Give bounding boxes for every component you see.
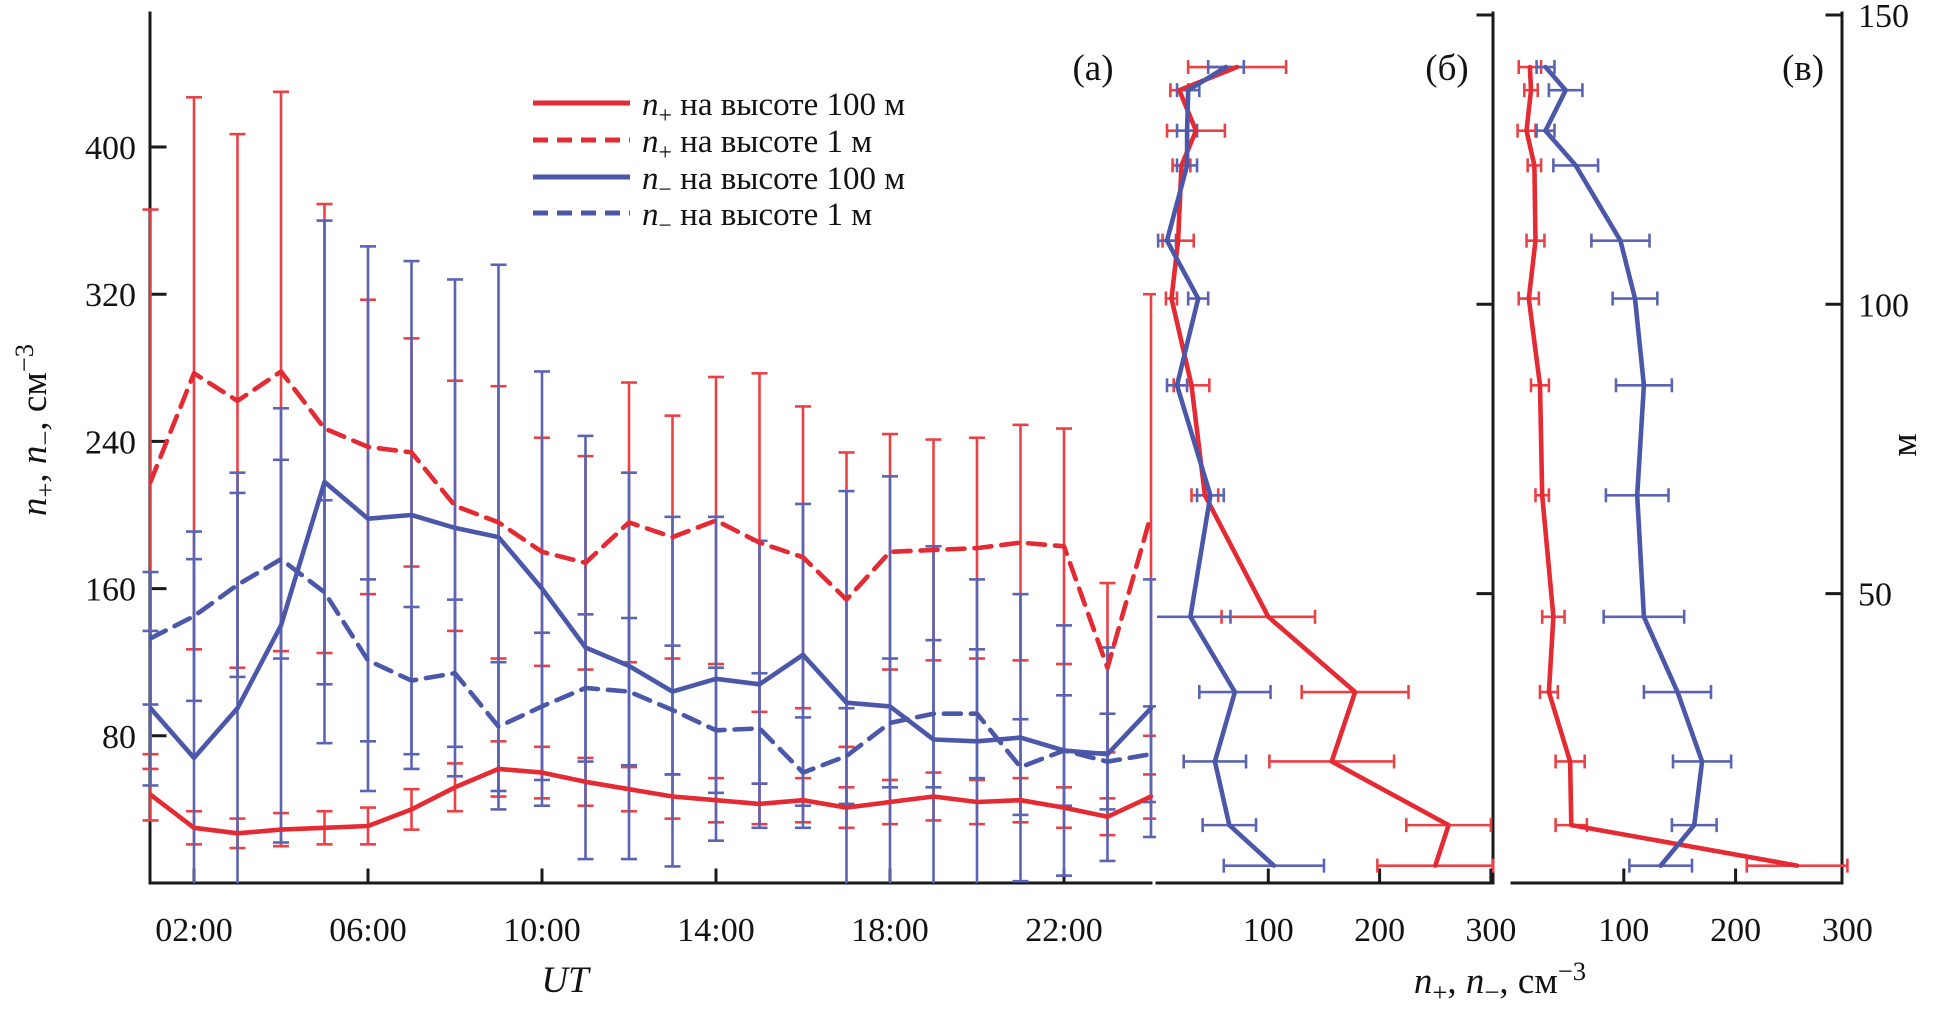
legend-label-n-minus-1m: n− на высоте 1 м xyxy=(642,197,872,239)
svg-text:160: 160 xyxy=(85,572,136,609)
svg-text:22:00: 22:00 xyxy=(1025,912,1102,949)
svg-text:240: 240 xyxy=(85,424,136,461)
svg-text:300: 300 xyxy=(1465,912,1516,949)
svg-text:80: 80 xyxy=(102,719,136,756)
svg-text:320: 320 xyxy=(85,277,136,314)
panel-letter-a: (а) xyxy=(1072,48,1113,89)
legend-label-n-minus-100m: n− на высоте 100 м xyxy=(642,161,905,203)
panel-letter-v: (в) xyxy=(1782,48,1824,89)
svg-text:100: 100 xyxy=(1858,287,1909,324)
svg-text:150: 150 xyxy=(1858,0,1909,35)
svg-text:100: 100 xyxy=(1243,912,1294,949)
svg-text:02:00: 02:00 xyxy=(155,912,232,949)
svg-text:50: 50 xyxy=(1858,577,1892,614)
chart-layers: 80 160 240 320 400 02:00 06:00 10:00 14:00 18:00 2… xyxy=(85,0,1909,949)
legend-label-n-plus-100m: n+ на высоте 100 м xyxy=(642,87,905,129)
x-axis-title-ut: UT xyxy=(541,960,591,1001)
svg-text:18:00: 18:00 xyxy=(851,912,928,949)
x-axis-title-concentration: n+, n−, см−3 xyxy=(1414,956,1586,1007)
svg-text:300: 300 xyxy=(1822,912,1873,949)
svg-text:100: 100 xyxy=(1598,912,1649,949)
panel-letter-b: (б) xyxy=(1425,48,1468,89)
svg-text:14:00: 14:00 xyxy=(677,912,754,949)
y-axis-title-right-meters: м xyxy=(1884,433,1925,456)
legend-label-n-plus-1m: n+ на высоте 1 м xyxy=(642,124,872,166)
svg-text:200: 200 xyxy=(1354,912,1405,949)
legend: n+ на высоте 100 м n+ на высоте 1 м n− н… xyxy=(533,87,905,239)
svg-text:400: 400 xyxy=(85,130,136,167)
svg-text:10:00: 10:00 xyxy=(503,912,580,949)
svg-text:200: 200 xyxy=(1710,912,1761,949)
y-axis-title-left: n+, n−, см−3 xyxy=(9,344,60,516)
svg-text:06:00: 06:00 xyxy=(329,912,406,949)
